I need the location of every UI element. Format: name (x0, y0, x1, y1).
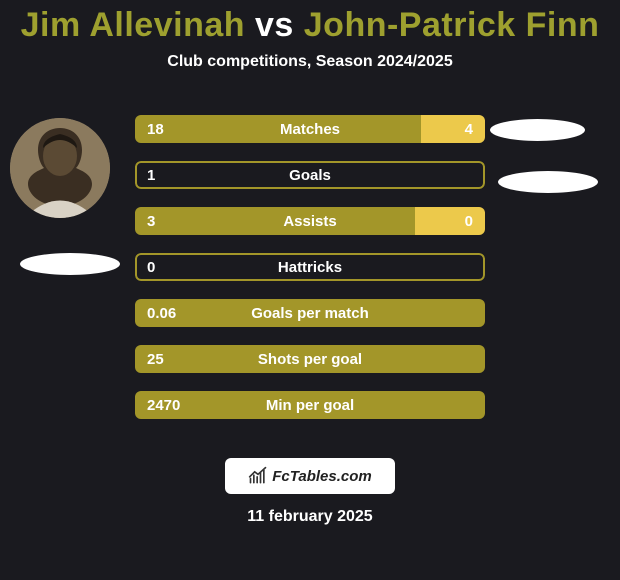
avatar-player1-icon (10, 118, 110, 218)
stat-row: 2470Min per goal (135, 391, 485, 419)
stat-row: 1Goals (135, 161, 485, 189)
stat-row: 25Shots per goal (135, 345, 485, 373)
stat-value-left: 1 (135, 167, 205, 184)
title-player1: Jim Allevinah (21, 6, 245, 44)
stat-label: Goals (205, 167, 415, 184)
comparison-stage: 18Matches41Goals3Assists00Hattricks0.06G… (0, 93, 620, 448)
title-vs: vs (255, 6, 294, 44)
date-text: 11 february 2025 (0, 508, 620, 526)
subtitle: Club competitions, Season 2024/2025 (0, 53, 620, 71)
stat-label: Hattricks (205, 259, 415, 276)
stat-label: Assists (205, 213, 415, 230)
stat-label: Min per goal (205, 397, 415, 414)
stat-value-left: 0 (135, 259, 205, 276)
stat-row: 18Matches4 (135, 115, 485, 143)
site-logo-text: FcTables.com (272, 468, 371, 485)
title-player2: John-Patrick Finn (304, 6, 600, 44)
site-logo: FcTables.com (225, 458, 395, 494)
stat-label: Shots per goal (205, 351, 415, 368)
stat-value-left: 25 (135, 351, 205, 368)
chart-icon (248, 466, 268, 486)
stat-row: 3Assists0 (135, 207, 485, 235)
comparison-bars: 18Matches41Goals3Assists00Hattricks0.06G… (135, 115, 485, 437)
stat-value-left: 0.06 (135, 305, 205, 322)
stat-row: 0.06Goals per match (135, 299, 485, 327)
page-title: Jim Allevinah vs John-Patrick Finn (0, 0, 620, 45)
stat-value-right: 0 (415, 213, 485, 230)
stat-row: 0Hattricks (135, 253, 485, 281)
stat-value-left: 18 (135, 121, 205, 138)
team-token-right-2 (498, 171, 598, 193)
stat-label: Goals per match (205, 305, 415, 322)
stat-label: Matches (205, 121, 415, 138)
team-token-left (20, 253, 120, 275)
avatar-player1 (10, 118, 110, 218)
stat-value-left: 2470 (135, 397, 205, 414)
team-token-right-1 (490, 119, 585, 141)
stat-value-right: 4 (415, 121, 485, 138)
stat-value-left: 3 (135, 213, 205, 230)
